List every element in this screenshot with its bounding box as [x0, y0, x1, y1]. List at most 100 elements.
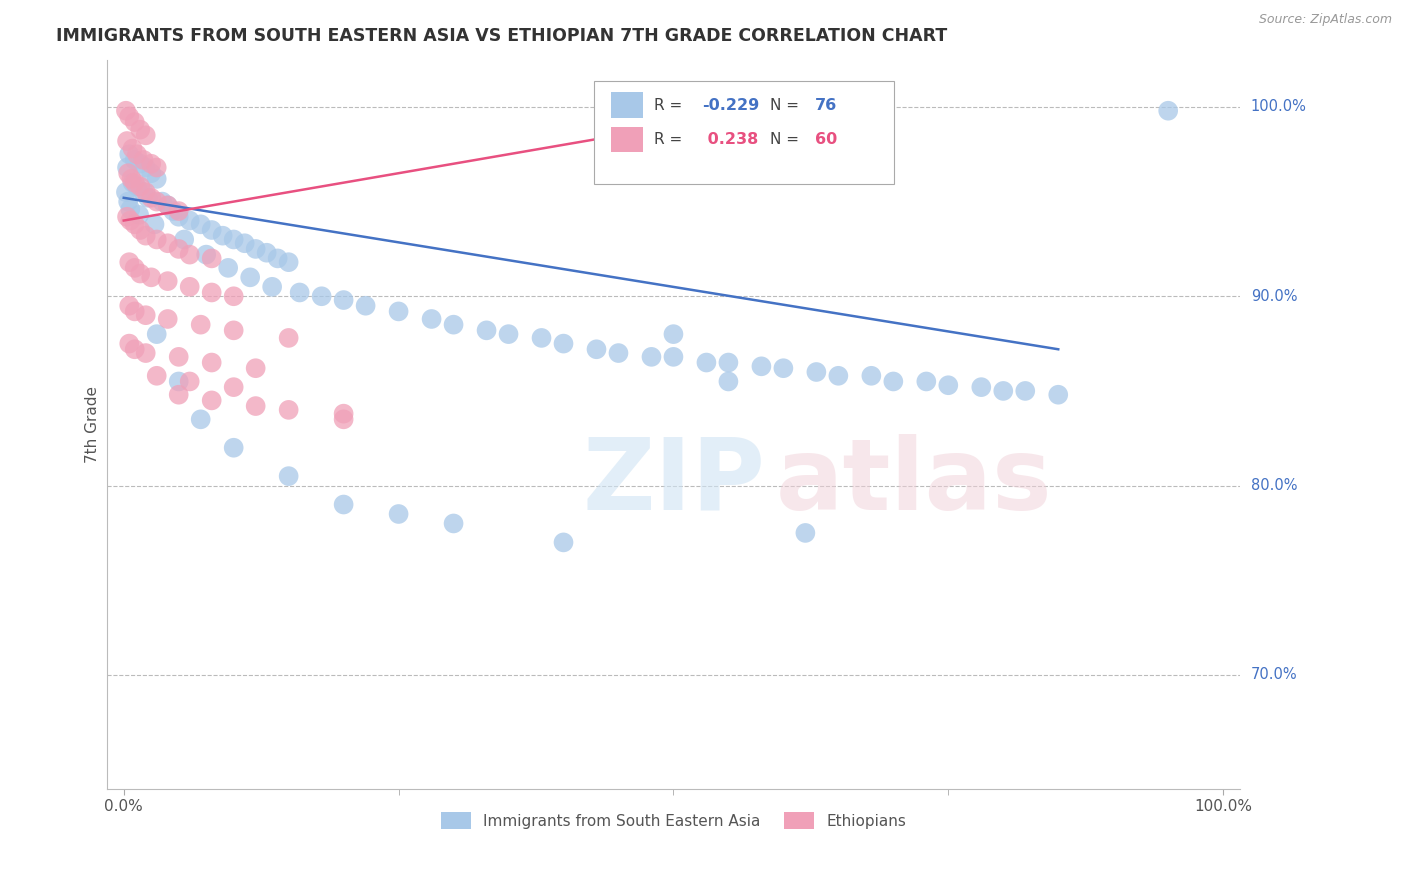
Point: [695, 355, 717, 369]
FancyBboxPatch shape: [595, 81, 894, 184]
Point: [145, 194, 167, 209]
Point: [277, 331, 299, 345]
Point: [156, 236, 179, 251]
Point: [145, 368, 167, 383]
Point: [806, 365, 828, 379]
Point: [1047, 388, 1070, 402]
Point: [124, 260, 146, 275]
Text: Source: ZipAtlas.com: Source: ZipAtlas.com: [1258, 13, 1392, 27]
Point: [1157, 103, 1180, 118]
Point: [530, 331, 553, 345]
Point: [607, 346, 630, 360]
Point: [145, 172, 167, 186]
Point: [222, 441, 245, 455]
Point: [245, 242, 267, 256]
Text: R =: R =: [654, 98, 682, 113]
Point: [118, 147, 141, 161]
Point: [129, 223, 152, 237]
Point: [156, 312, 179, 326]
Point: [332, 498, 354, 512]
Point: [201, 393, 224, 408]
Point: [141, 166, 163, 180]
Text: 76: 76: [815, 98, 837, 113]
Point: [201, 223, 224, 237]
Point: [167, 242, 190, 256]
Y-axis label: 7th Grade: 7th Grade: [86, 385, 100, 463]
Point: [125, 179, 148, 194]
Point: [332, 293, 354, 307]
Point: [277, 255, 299, 269]
Point: [190, 318, 212, 332]
Point: [288, 285, 311, 300]
Point: [129, 157, 152, 171]
Point: [117, 166, 139, 180]
Point: [443, 318, 465, 332]
Point: [124, 343, 146, 357]
Point: [141, 191, 163, 205]
Point: [135, 128, 157, 143]
Point: [156, 198, 179, 212]
Point: [860, 368, 883, 383]
Point: [915, 375, 938, 389]
Point: [115, 103, 138, 118]
Point: [662, 327, 685, 342]
Point: [256, 245, 278, 260]
Point: [827, 368, 849, 383]
Bar: [612, 93, 643, 118]
Point: [475, 323, 498, 337]
Point: [132, 153, 155, 167]
Point: [156, 274, 179, 288]
Point: [135, 228, 157, 243]
Point: [211, 228, 233, 243]
Point: [993, 384, 1015, 398]
Point: [135, 185, 157, 199]
Point: [179, 375, 201, 389]
Point: [167, 350, 190, 364]
Point: [125, 147, 148, 161]
Point: [222, 289, 245, 303]
Point: [239, 270, 262, 285]
Point: [120, 202, 142, 216]
Point: [167, 210, 190, 224]
Point: [179, 280, 201, 294]
Point: [129, 179, 152, 194]
Point: [124, 153, 146, 167]
Point: [970, 380, 993, 394]
Point: [640, 350, 662, 364]
Point: [751, 359, 773, 374]
Point: [121, 176, 143, 190]
Point: [387, 304, 409, 318]
Point: [498, 327, 520, 342]
Point: [129, 267, 152, 281]
Point: [217, 260, 239, 275]
Point: [128, 208, 150, 222]
Bar: [612, 127, 643, 153]
Point: [129, 122, 152, 136]
Point: [135, 346, 157, 360]
Point: [222, 323, 245, 337]
Text: -0.229: -0.229: [702, 98, 759, 113]
Point: [882, 375, 904, 389]
Point: [141, 270, 163, 285]
Legend: Immigrants from South Eastern Asia, Ethiopians: Immigrants from South Eastern Asia, Ethi…: [434, 805, 912, 836]
Point: [936, 378, 959, 392]
Point: [266, 252, 288, 266]
Point: [118, 299, 141, 313]
Point: [277, 402, 299, 417]
Point: [150, 194, 173, 209]
Point: [118, 255, 141, 269]
Point: [118, 109, 141, 123]
Point: [135, 308, 157, 322]
Text: 70.0%: 70.0%: [1251, 667, 1298, 682]
Point: [332, 407, 354, 421]
Point: [179, 247, 201, 261]
Point: [772, 361, 794, 376]
Point: [717, 355, 740, 369]
Point: [179, 213, 201, 227]
Point: [222, 380, 245, 394]
Point: [145, 161, 167, 175]
Point: [124, 217, 146, 231]
Point: [245, 361, 267, 376]
Point: [717, 375, 740, 389]
Text: IMMIGRANTS FROM SOUTH EASTERN ASIA VS ETHIOPIAN 7TH GRADE CORRELATION CHART: IMMIGRANTS FROM SOUTH EASTERN ASIA VS ET…: [56, 27, 948, 45]
